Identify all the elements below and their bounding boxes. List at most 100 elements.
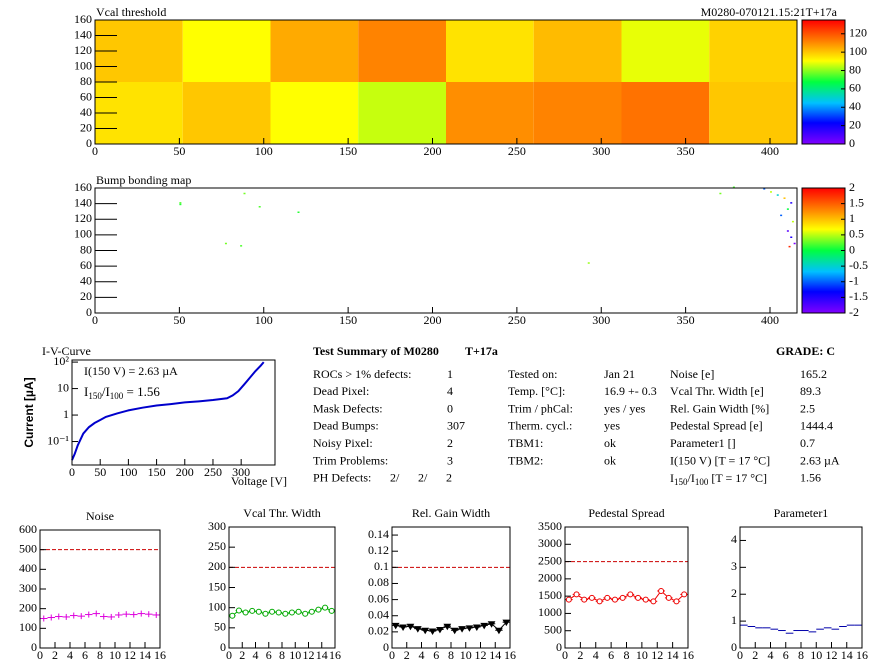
z-tick-label: 0.5 bbox=[849, 227, 864, 241]
ratio-part: 100 bbox=[695, 477, 709, 487]
data-point bbox=[680, 591, 688, 598]
summary-label: Rel. Gain Width [%] bbox=[670, 401, 769, 415]
y-tick-label: 0.02 bbox=[368, 624, 389, 638]
data-point bbox=[458, 626, 466, 633]
series-line bbox=[568, 590, 685, 602]
y-tick-label: 0.08 bbox=[368, 575, 389, 589]
x-tick-label: 350 bbox=[677, 313, 695, 327]
y-tick-label: 2500 bbox=[538, 553, 562, 567]
summary-title: Test Summary of M0280 bbox=[313, 344, 439, 358]
x-tick-label: 4 bbox=[419, 648, 425, 662]
summary-value: 4 bbox=[447, 384, 453, 398]
chart-title: Rel. Gain Width bbox=[412, 506, 490, 520]
summary-label: I(150 V) [T = 17 °C] bbox=[670, 453, 770, 467]
x-tick-label: 0 bbox=[92, 144, 98, 158]
x-tick-label: 150 bbox=[339, 313, 357, 327]
data-point bbox=[145, 611, 153, 618]
data-point bbox=[321, 604, 329, 611]
x-tick-label: 10 bbox=[636, 648, 648, 662]
x-axis-label: Voltage [V] bbox=[231, 474, 287, 488]
ratio-part: 100 bbox=[110, 391, 124, 401]
z-tick-label: 60 bbox=[849, 81, 861, 95]
annotation: I(150 V) = 2.63 µA bbox=[84, 364, 178, 378]
marker bbox=[288, 609, 295, 616]
chart-title: Vcal threshold bbox=[96, 5, 166, 19]
summary-value: 3 bbox=[447, 453, 453, 467]
y-tick-label: 60 bbox=[80, 89, 92, 103]
data-point bbox=[465, 625, 474, 632]
marker bbox=[465, 625, 474, 632]
x-tick-label: 100 bbox=[119, 465, 137, 479]
z-tick-label: 100 bbox=[849, 44, 867, 58]
data-point bbox=[495, 627, 503, 635]
data-point bbox=[450, 627, 459, 635]
y-tick-label: 0 bbox=[86, 305, 92, 319]
plot-frame bbox=[564, 526, 689, 649]
bump-cell bbox=[786, 208, 789, 210]
x-tick-label: 200 bbox=[424, 144, 442, 158]
data-point bbox=[295, 608, 302, 615]
data-point bbox=[657, 587, 665, 594]
data-point bbox=[282, 610, 289, 617]
plot-frame bbox=[71, 359, 276, 466]
summary-label: Tested on: bbox=[508, 367, 557, 381]
heat-cell bbox=[533, 82, 622, 144]
y-tick-label: 0.12 bbox=[368, 543, 389, 557]
summary-label: Trim / phCal: bbox=[508, 401, 573, 415]
bump-cell bbox=[763, 188, 766, 190]
summary-label: Dead Pixel: bbox=[313, 384, 369, 398]
x-tick-label: 6 bbox=[266, 648, 272, 662]
summary-label: TBM2: bbox=[508, 453, 543, 467]
plot-frame bbox=[228, 526, 336, 649]
data-point bbox=[618, 594, 627, 601]
marker bbox=[391, 622, 400, 630]
bump-cell bbox=[786, 230, 789, 232]
marker bbox=[565, 596, 572, 603]
summary-value: ok bbox=[604, 453, 616, 467]
data-point bbox=[115, 611, 123, 618]
y-tick-label: 50 bbox=[214, 620, 226, 634]
heat-cell bbox=[709, 82, 797, 144]
marker bbox=[413, 626, 422, 633]
series-line bbox=[395, 621, 507, 632]
summary-label: Temp. [°C]: bbox=[508, 384, 565, 398]
y-tick-label: 2 bbox=[731, 586, 737, 600]
data-point bbox=[275, 609, 282, 616]
bump-cell bbox=[788, 245, 791, 248]
ph-defect: 2 bbox=[446, 471, 452, 485]
data-point bbox=[611, 596, 619, 603]
data-point bbox=[62, 613, 70, 620]
z-tick-label: 40 bbox=[849, 99, 861, 113]
data-point bbox=[572, 591, 581, 598]
marker bbox=[436, 626, 444, 634]
chart-title: Pedestal Spread bbox=[588, 506, 664, 520]
y-tick-label: 1000 bbox=[538, 605, 562, 619]
y-tick-label: 80 bbox=[80, 74, 92, 88]
marker bbox=[627, 591, 634, 598]
x-tick-label: 14 bbox=[139, 648, 151, 662]
data-point bbox=[107, 613, 115, 620]
summary-label: Pedestal Spread [e] bbox=[670, 419, 763, 433]
data-point bbox=[634, 594, 642, 601]
y-tick-label: 40 bbox=[80, 274, 92, 288]
marker bbox=[302, 610, 309, 617]
y-tick-label: 10⁻¹ bbox=[47, 433, 69, 447]
bump-cell bbox=[783, 197, 786, 199]
y-tick-label: 150 bbox=[208, 579, 226, 593]
y-tick-label: 100 bbox=[74, 227, 92, 241]
y-tick-label: 400 bbox=[19, 561, 37, 575]
data-point bbox=[137, 610, 145, 617]
x-tick-label: 2 bbox=[404, 648, 410, 662]
data-point bbox=[100, 613, 108, 620]
z-tick-label: 80 bbox=[849, 62, 861, 76]
data-point bbox=[480, 622, 489, 630]
marker bbox=[229, 612, 236, 619]
y-tick-label: 1 bbox=[63, 407, 69, 421]
bump-cell bbox=[224, 242, 227, 245]
marker bbox=[269, 608, 276, 615]
x-tick-label: 150 bbox=[339, 144, 357, 158]
plot-frame bbox=[39, 529, 161, 649]
summary-value: 2.5 bbox=[800, 401, 815, 415]
summary-value: 1444.4 bbox=[800, 419, 833, 433]
x-tick-label: 100 bbox=[255, 144, 273, 158]
